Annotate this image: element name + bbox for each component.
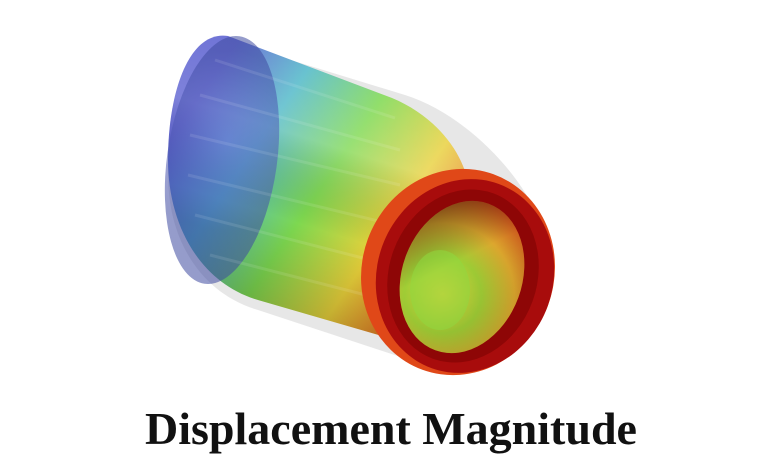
figure-caption: Displacement Magnitude [145,403,637,454]
